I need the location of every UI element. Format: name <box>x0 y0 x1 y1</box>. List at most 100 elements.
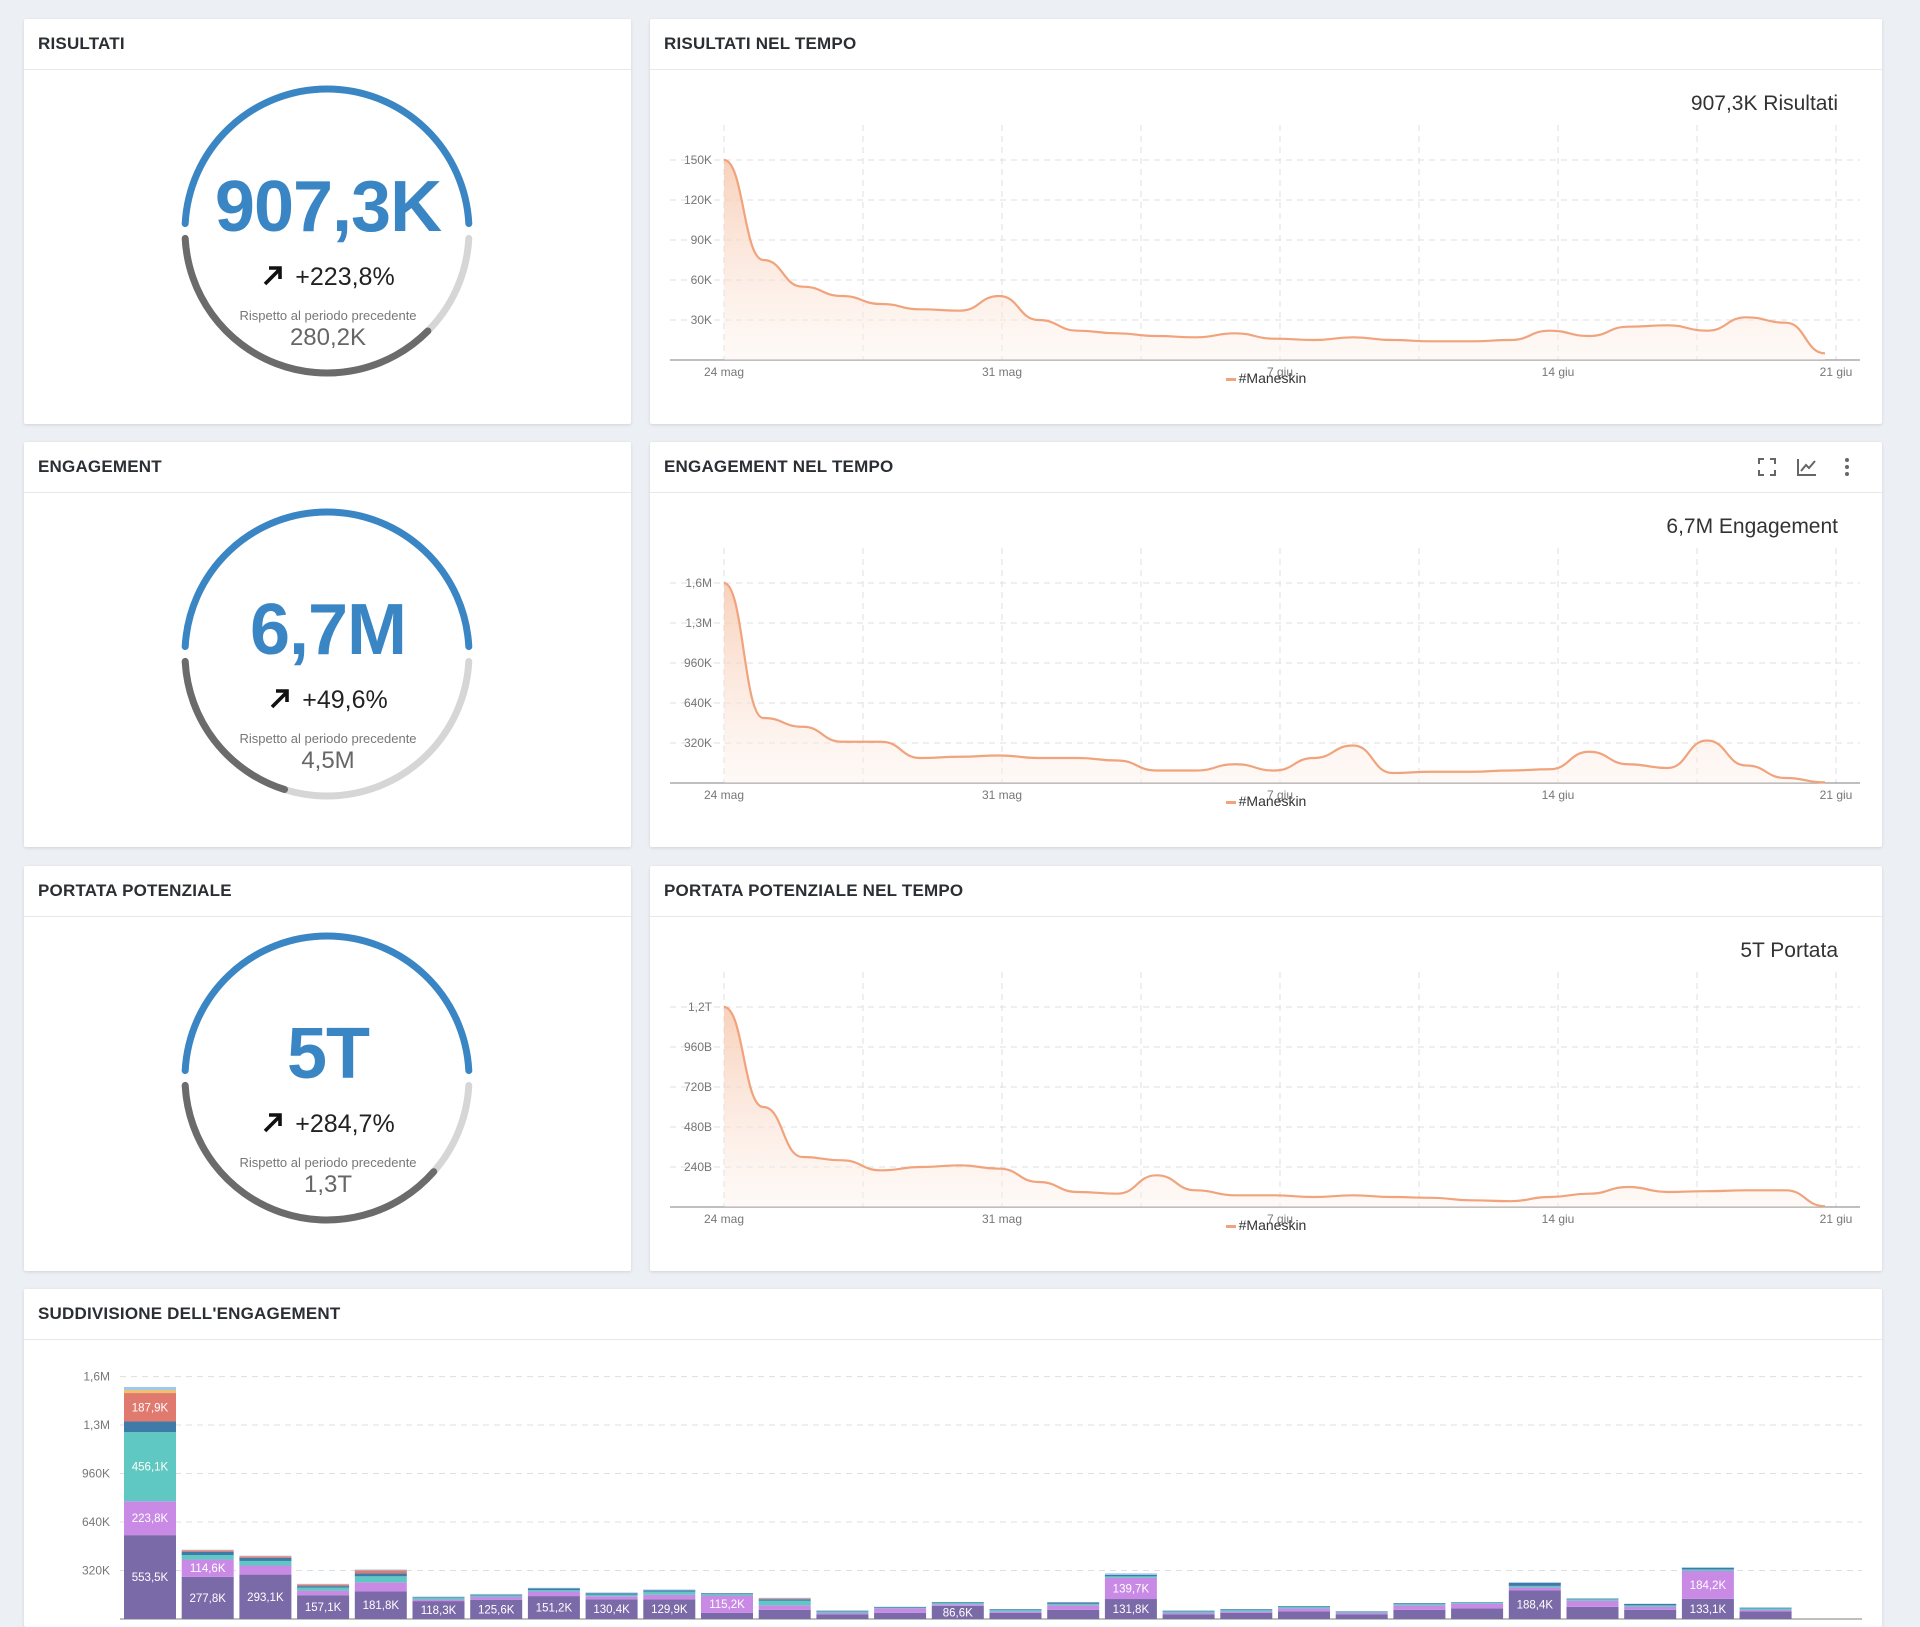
gauge-chart <box>181 85 473 377</box>
x-tick-label: 21 giu <box>1820 365 1853 379</box>
bar-segment <box>816 1612 869 1615</box>
bar-segment <box>239 1557 292 1561</box>
bar-segment <box>412 1597 465 1599</box>
bar-segment <box>181 1549 234 1551</box>
bar-segment <box>1104 1573 1157 1575</box>
kpi-card-reach: PORTATA POTENZIALE 5T +284,7% Rispetto a… <box>24 866 631 1271</box>
kpi-change-text: +284,7% <box>295 1110 395 1139</box>
kpi-previous-value: 280,2K <box>289 324 367 351</box>
bar-segment <box>1220 1609 1273 1610</box>
kpi-change: +223,8% <box>24 263 632 294</box>
arrow-up-right-icon <box>261 1110 285 1141</box>
y-tick-label: 480B <box>684 1120 712 1134</box>
bar-segment <box>297 1590 350 1596</box>
kpi-card-results: RISULTATI 907,3K +223,8% Rispetto al per… <box>24 19 631 424</box>
bar-segment <box>412 1598 465 1600</box>
bar-segment <box>239 1556 292 1558</box>
bar-segment <box>124 1501 176 1536</box>
y-tick-label: 1,6M <box>83 1370 110 1384</box>
stacked-bar-chart: 320K 640K 960K 1,3M 1,6M 553,5K 223,8K 456,1K 18… <box>82 1370 1862 1620</box>
chart-legend[interactable]: #Maneskin <box>650 1217 1882 1233</box>
bar-data-label: 86,6K <box>943 1607 973 1619</box>
gauge-arc-current <box>181 508 473 651</box>
chart-body: 6,7M Engagement 320K 640K 960K 1,3M 1,6M 24 m… <box>650 493 1882 847</box>
bar-segment <box>1739 1611 1792 1619</box>
bar-segment <box>470 1593 523 1595</box>
area-chart: 240B 480B 720B 960B 1,2T 24 mag 31 mag 7 giu 14 … <box>670 972 1860 1226</box>
chart-title: RISULTATI NEL TEMPO <box>664 34 857 53</box>
bar-segment <box>701 1595 753 1613</box>
y-tick-label: 720B <box>684 1080 712 1094</box>
bar-segment <box>297 1595 350 1619</box>
x-tick-label: 14 giu <box>1542 1212 1575 1226</box>
legend-swatch <box>1225 800 1236 804</box>
gauge-arc-current <box>181 932 473 1075</box>
chart-legend[interactable]: #Maneskin <box>650 793 1882 809</box>
bar-data-label: 131,8K <box>1113 1604 1150 1616</box>
bar-segment <box>354 1591 407 1619</box>
chart-card-engagement-over-time: ENGAGEMENT NEL TEMPO 6,7M Engagement 320… <box>650 442 1882 847</box>
bar-segment <box>124 1421 176 1433</box>
x-tick-label: 24 mag <box>704 788 744 802</box>
x-tick-label: 21 giu <box>1820 788 1853 802</box>
bar-segment <box>585 1593 638 1595</box>
arrow-up-right-icon <box>261 263 285 294</box>
line-chart-icon[interactable] <box>1794 454 1820 480</box>
bar-segment <box>124 1535 176 1619</box>
bar-data-label: 115,2K <box>709 1599 745 1611</box>
bar-segment <box>1566 1598 1619 1600</box>
bar-segment <box>643 1599 696 1619</box>
bar-segment <box>874 1612 927 1619</box>
bar-segment <box>1335 1612 1388 1613</box>
bar-segment <box>239 1560 292 1566</box>
bar-segment <box>1393 1603 1446 1604</box>
y-tick-label: 90K <box>691 233 712 247</box>
bar-data-label: 114,6K <box>190 1563 226 1575</box>
bar-segment <box>1624 1603 1677 1606</box>
bar-segment <box>758 1597 811 1599</box>
bar-segment <box>1335 1614 1388 1619</box>
bar-data-label: 139,7K <box>1113 1583 1150 1595</box>
bar-segment <box>643 1590 696 1592</box>
chart-header: SUDDIVISIONE DELL'ENGAGEMENT <box>24 1289 1882 1340</box>
y-tick-label: 960K <box>82 1467 110 1481</box>
y-tick-label: 150K <box>684 153 712 167</box>
bar-segment <box>527 1591 580 1597</box>
area-chart: 30K 60K 90K 120K 150K 24 mag 31 mag 7 giu 14 giu… <box>670 125 1860 379</box>
bar-segment <box>1566 1600 1619 1607</box>
series-line <box>723 1005 1826 1208</box>
bar-segment <box>1508 1590 1561 1619</box>
bar-segment <box>874 1606 927 1608</box>
y-tick-label: 1,3M <box>83 1418 110 1432</box>
bar-segment <box>1739 1607 1792 1609</box>
series-area <box>724 583 1825 783</box>
bar-segment <box>1681 1567 1734 1570</box>
bar-data-label: 130,4K <box>593 1604 630 1616</box>
fullscreen-icon[interactable] <box>1754 454 1780 480</box>
bar-segment <box>1278 1606 1330 1607</box>
y-tick-label: 1,6M <box>685 576 712 590</box>
bar-segment <box>470 1599 523 1619</box>
kpi-previous-value: 1,3T <box>303 1171 353 1198</box>
x-tick-label: 31 mag <box>982 788 1022 802</box>
bar-segment <box>1335 1611 1388 1613</box>
bar-segment <box>181 1555 234 1560</box>
bar-data-label: 151,2K <box>536 1603 573 1615</box>
chart-legend[interactable]: #Maneskin <box>650 370 1882 386</box>
kpi-change-text: +223,8% <box>295 263 395 292</box>
bar-segment <box>758 1600 811 1606</box>
bar-segment <box>1508 1587 1561 1591</box>
bar-data-label: 184,2K <box>1690 1580 1727 1592</box>
bar-segment <box>470 1594 523 1596</box>
legend-swatch <box>1225 377 1236 381</box>
kpi-header: PORTATA POTENZIALE <box>24 866 631 917</box>
more-vertical-icon[interactable] <box>1834 454 1860 480</box>
bar-data-label: 133,1K <box>1690 1604 1727 1616</box>
bar-segment <box>585 1599 638 1619</box>
bar-segment <box>1162 1611 1215 1613</box>
bar-segment <box>1162 1614 1215 1619</box>
chart-total: 907,3K Risultati <box>1690 92 1838 115</box>
chart-card-results-over-time: RISULTATI NEL TEMPO 907,3K Risultati 30K… <box>650 19 1882 424</box>
bar-segment <box>1278 1608 1330 1612</box>
bar-segment <box>585 1596 638 1600</box>
